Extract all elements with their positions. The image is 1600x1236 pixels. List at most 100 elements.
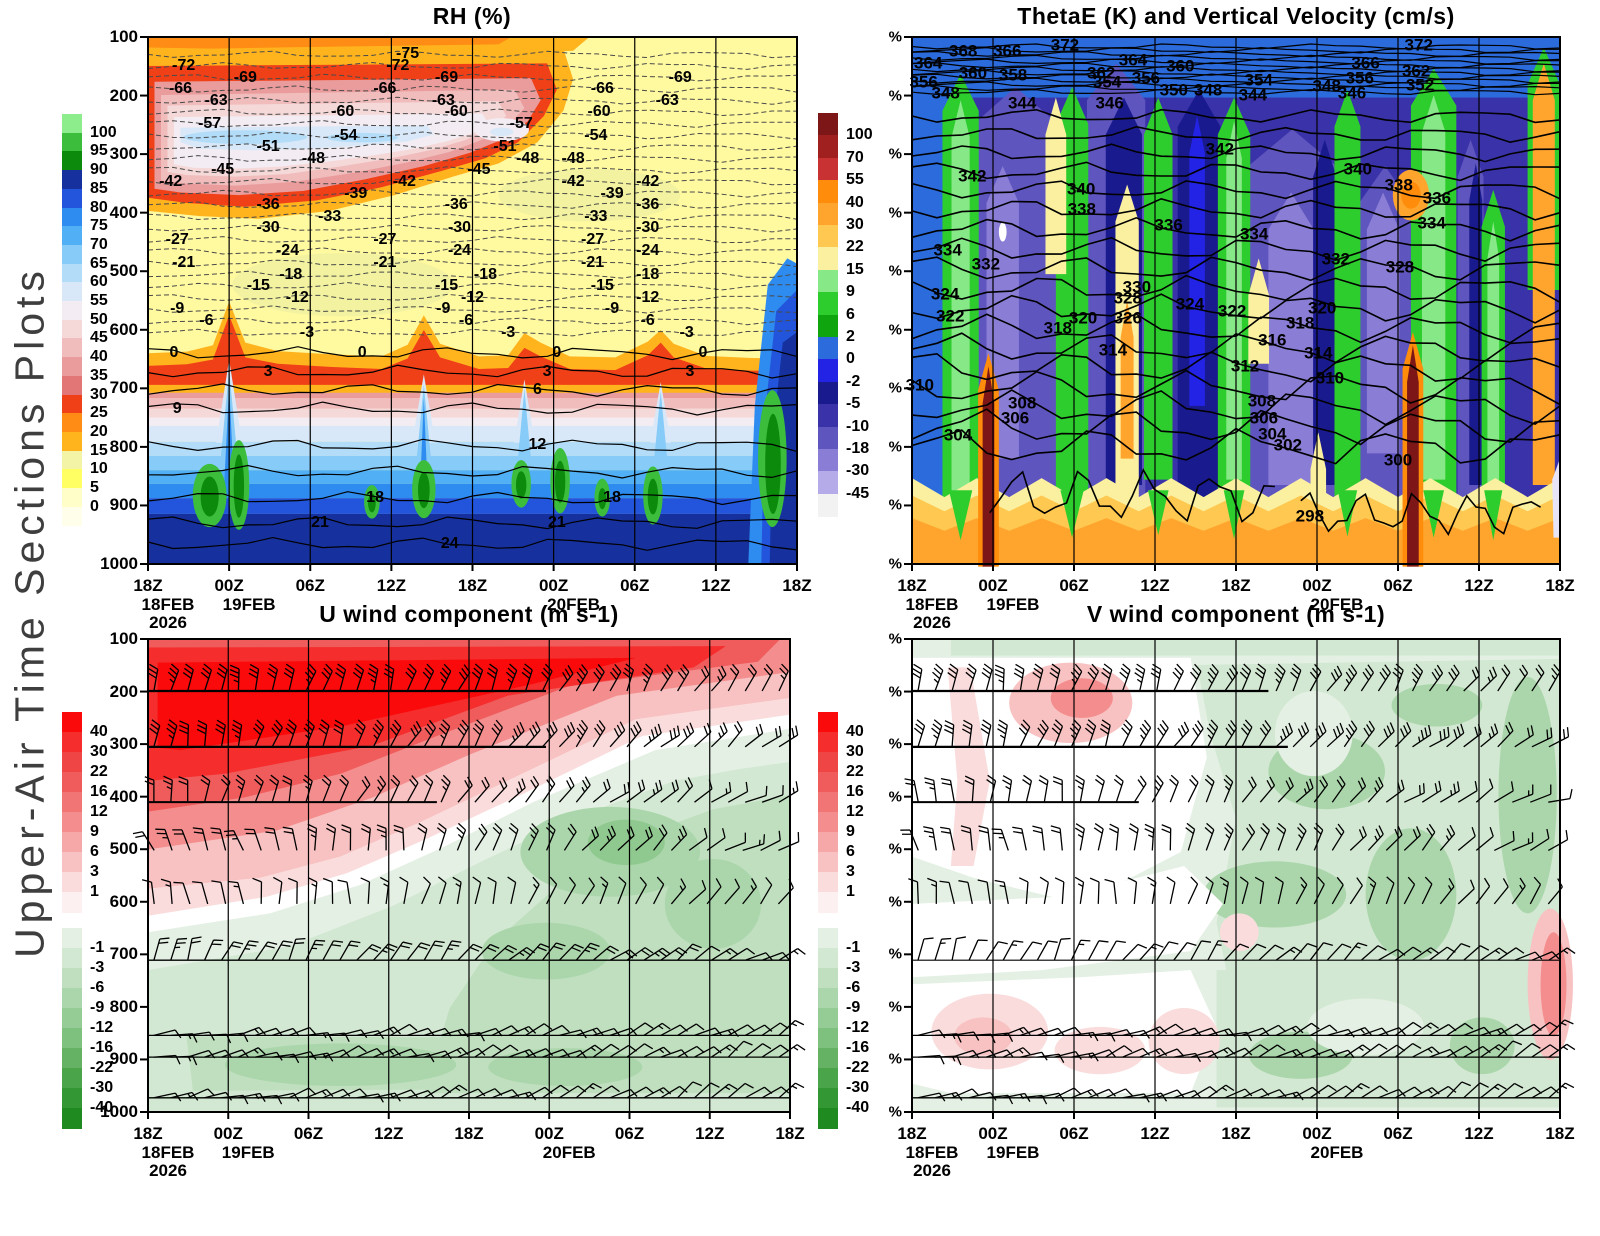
contour-label: 342: [1205, 139, 1234, 159]
contour-label: 334: [1417, 213, 1446, 233]
y-axis-tick-label: %: [888, 1103, 902, 1121]
contour-label: -45: [467, 161, 491, 179]
contour-label: 332: [971, 254, 1001, 274]
colorbar-label: -16: [90, 1039, 114, 1056]
contour-label: 340: [1343, 159, 1372, 179]
rh-overlay-layer: [140, 36, 798, 571]
colorbar-swatch: [62, 892, 82, 913]
contour-label: 328: [1385, 257, 1415, 277]
date-label: 18FEB: [905, 595, 959, 614]
contour-label: -48: [516, 149, 540, 167]
x-axis-tick-label: 18Z: [457, 576, 488, 595]
y-axis-tick-label: 1000: [100, 554, 138, 573]
contour-label: 18: [366, 489, 385, 507]
thetae-overlay-layer: [904, 36, 1561, 571]
contour-label: -21: [373, 254, 397, 272]
x-axis-tick-label: 12Z: [701, 576, 731, 595]
contour-label: -63: [431, 91, 455, 109]
contour-label: -18: [473, 265, 498, 283]
x-axis-tick-label: 18Z: [897, 576, 927, 595]
y-axis-tick-label: 300: [109, 734, 138, 754]
x-axis-tick-label: 12Z: [374, 1124, 404, 1143]
contour-label: 302: [1273, 435, 1303, 455]
x-axis-tick-label: 00Z: [213, 1124, 243, 1143]
colorbar-label: 30: [846, 216, 864, 233]
colorbar-label: -9: [846, 999, 861, 1016]
colorbar-swatch: [62, 469, 82, 489]
x-axis-tick-label: 00Z: [1302, 576, 1332, 595]
colorbar-swatch: [62, 792, 82, 813]
colorbar-label: 45: [90, 329, 108, 347]
colorbar-swatch: [62, 282, 82, 302]
colorbar-swatch: [818, 135, 838, 159]
y-axis-tick-label: %: [888, 893, 902, 911]
contour-label: 0: [357, 344, 367, 362]
colorbar-swatch: [818, 732, 838, 753]
contour-label: 322: [1217, 301, 1247, 321]
colorbar-label: 40: [846, 723, 864, 740]
contour-label: -69: [434, 68, 459, 86]
contour-label: -30: [447, 219, 472, 237]
x-axis-tick-label: 00Z: [214, 576, 244, 595]
y-axis-tick-label: 900: [109, 1049, 138, 1069]
colorbar-label: 20: [90, 422, 108, 440]
colorbar-label: -12: [90, 1019, 114, 1036]
contour-label: 344: [1238, 85, 1268, 105]
colorbar-label: 22: [846, 763, 864, 780]
contour-label: 350: [1159, 80, 1188, 100]
x-axis-tick-label: 12Z: [1464, 576, 1494, 595]
contour-label: 6: [532, 381, 542, 399]
colorbar-label: 10: [90, 460, 108, 478]
contour-label: 366: [993, 41, 1022, 61]
colorbar-label: 100: [90, 123, 117, 141]
contour-label: 334: [933, 240, 962, 260]
contour-label: -51: [256, 138, 280, 156]
colorbar-label: 6: [846, 843, 855, 860]
colorbar-label: 40: [90, 348, 108, 366]
contour-label: 366: [1351, 53, 1380, 73]
colorbar-swatch: [62, 1088, 82, 1109]
contour-label: -21: [172, 254, 196, 272]
colorbar-label: -5: [846, 395, 861, 413]
date-label: 2026: [149, 613, 187, 632]
y-axis-tick-label: %: [888, 321, 902, 339]
x-axis-tick-label: 06Z: [1383, 576, 1413, 595]
colorbar-label: -22: [90, 1059, 114, 1076]
x-axis-tick-label: 12Z: [1140, 576, 1170, 595]
date-label: 19FEB: [222, 595, 276, 614]
contour-label: -66: [590, 80, 614, 98]
colorbar-label: -2: [846, 372, 861, 390]
y-axis-tick-label: 600: [109, 891, 138, 911]
x-axis-tick-label: 06Z: [620, 576, 650, 595]
contour-label: 354: [1092, 72, 1122, 92]
contour-label: -27: [165, 230, 189, 248]
colorbar-label: -16: [846, 1039, 870, 1056]
contour-label: -48: [561, 149, 585, 167]
contour-label: 358: [998, 65, 1028, 85]
contour-label: 360: [958, 63, 988, 83]
panel-title-uwind: U wind component (m s-1): [319, 601, 619, 627]
colorbar-swatch: [62, 506, 82, 526]
colorbar-label: -18: [846, 440, 870, 457]
contour-label: 306: [1249, 408, 1279, 428]
contour-label: 342: [958, 166, 987, 186]
contour-label: 348: [1193, 80, 1223, 100]
colorbar-label: 12: [90, 803, 108, 820]
contour-label: -69: [668, 68, 692, 86]
contour-label: -33: [318, 207, 342, 225]
contour-label: -51: [493, 138, 517, 156]
contour-label: -24: [275, 242, 300, 260]
x-axis-tick-label: 00Z: [978, 576, 1008, 595]
contour-label: 372: [1050, 35, 1080, 55]
colorbar-swatch: [818, 426, 838, 450]
contour-label: -60: [444, 103, 468, 121]
colorbar-swatch: [62, 948, 82, 969]
contour-label: 368: [949, 41, 978, 61]
colorbar-swatch: [818, 314, 838, 338]
contour-label: -3: [679, 323, 694, 341]
y-axis-tick-label: %: [888, 496, 902, 514]
colorbar-label: -30: [90, 1079, 114, 1096]
contour-label: -3: [299, 323, 315, 341]
colorbar-swatch: [62, 1068, 82, 1089]
colorbar-label: 55: [846, 171, 864, 189]
